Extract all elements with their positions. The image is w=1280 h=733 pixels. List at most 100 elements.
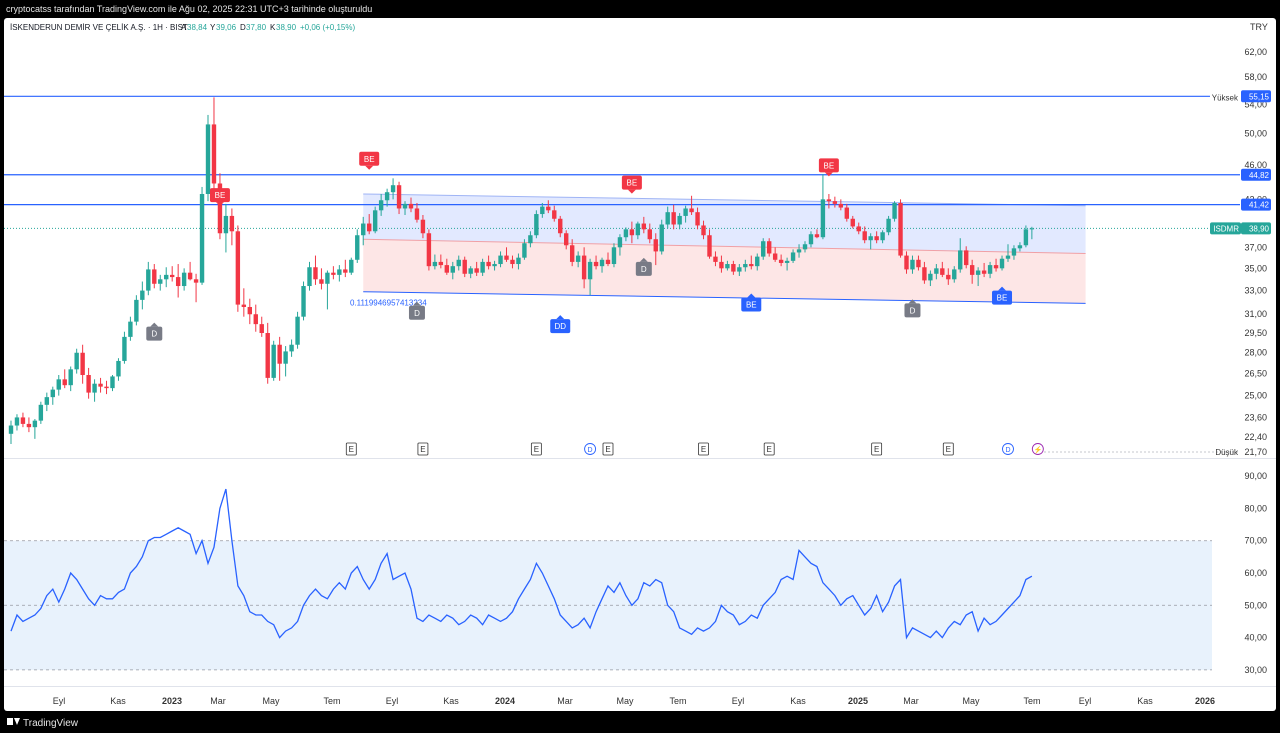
- time-tick-label: May: [262, 696, 280, 706]
- candle-body: [958, 250, 963, 270]
- price-tick-label: 50,00: [1244, 128, 1267, 138]
- candle-body: [349, 259, 354, 273]
- signal-label: BE: [364, 155, 375, 164]
- signal-pointer: [150, 322, 159, 327]
- candle-body: [975, 270, 981, 275]
- candle-body: [313, 267, 318, 280]
- candle-body: [952, 269, 957, 280]
- signal-label: BE: [746, 301, 757, 310]
- candle-body: [193, 279, 199, 283]
- candle-body: [904, 255, 909, 270]
- candle-body: [14, 417, 20, 426]
- candle-body: [468, 268, 473, 274]
- signal-badge: [146, 326, 163, 341]
- candle-body: [778, 259, 784, 263]
- candle-body: [928, 273, 933, 281]
- signal-label: D: [910, 306, 916, 315]
- symbol-name: İSKENDERUN DEMİR VE ÇELİK A.Ş. · 1H · BI…: [10, 23, 188, 32]
- level-price-label: 44,82: [1249, 171, 1270, 180]
- price-tick-label: 22,40: [1244, 432, 1267, 442]
- low-marker-tag: Düşük: [1215, 448, 1239, 457]
- candle-body: [26, 423, 32, 428]
- close-value: 38,90: [276, 23, 297, 32]
- earnings-marker: [871, 442, 883, 456]
- candle-body: [116, 360, 121, 377]
- low-label: D: [240, 23, 246, 32]
- candle-body: [390, 185, 396, 193]
- candle-body: [432, 261, 438, 267]
- tradingview-logo-icon: [7, 718, 20, 725]
- candle-body: [516, 257, 521, 265]
- candle-body: [999, 258, 1005, 269]
- time-tick-label: Kas: [443, 696, 459, 706]
- candle-body: [707, 235, 712, 257]
- rsi-pane[interactable]: 90,00 80,00 70,00 60,00 50,00 40,00 30,00: [4, 471, 1267, 675]
- candle-body: [128, 321, 133, 337]
- price-tick-label: 58,00: [1244, 72, 1267, 82]
- candle-body: [510, 259, 515, 265]
- candle-body: [235, 231, 241, 305]
- candle-body: [838, 203, 844, 208]
- time-tick-label: Kas: [110, 696, 126, 706]
- signal-label: BE: [997, 294, 1008, 303]
- signal-badge: [621, 175, 642, 190]
- candle-body: [546, 206, 551, 211]
- candle-body: [408, 203, 414, 209]
- candle-body: [217, 183, 223, 234]
- candle-body: [743, 264, 748, 268]
- candle-body: [134, 299, 139, 322]
- level-price-tag: [1241, 90, 1271, 103]
- candle-body: [38, 404, 44, 421]
- earnings-marker-label: E: [767, 445, 772, 454]
- candle-body: [701, 225, 706, 236]
- candle-body: [498, 255, 503, 265]
- candle-body: [832, 201, 838, 204]
- rsi-tick-label: 40,00: [1244, 633, 1267, 643]
- footer-brand: TradingView: [23, 718, 79, 729]
- candle-body: [629, 229, 635, 236]
- caption-text: cryptocatss tarafından TradingView.com i…: [6, 4, 372, 14]
- signal-pointer: [365, 165, 374, 170]
- price-pane[interactable]: 62,0058,0055,0054,0050,0046,0042,0039,00…: [4, 47, 1276, 459]
- candle-body: [647, 229, 652, 240]
- candle-body: [277, 344, 282, 364]
- earnings-marker-label: E: [946, 445, 951, 454]
- candle-body: [301, 286, 306, 317]
- candle-body: [444, 265, 450, 273]
- time-axis[interactable]: Eyl Kas 2023 Mar May Tem Eyl Kas 2024 Mar May Tem Ey…: [4, 686, 1276, 707]
- candle-body: [181, 272, 187, 287]
- candle-body: [749, 264, 754, 267]
- time-tick-label: Tem: [323, 696, 340, 706]
- candle-body: [575, 255, 581, 262]
- candle-body: [438, 261, 444, 266]
- candle-body: [426, 233, 432, 267]
- candle-body: [295, 316, 300, 345]
- candle-body: [1005, 255, 1011, 259]
- candle-body: [725, 264, 730, 269]
- level-price-label: 41,42: [1249, 201, 1270, 210]
- candle-body: [98, 383, 103, 387]
- rsi-tick-label: 60,00: [1244, 568, 1267, 578]
- candle-body: [56, 379, 61, 390]
- candle-body: [719, 261, 724, 269]
- candle-body: [104, 386, 109, 389]
- candle-body: [874, 236, 879, 241]
- candle-body: [68, 369, 73, 386]
- earnings-marker-label: E: [701, 445, 706, 454]
- candle-body: [522, 243, 527, 258]
- candle-body: [653, 239, 658, 252]
- time-tick-label: Kas: [1137, 696, 1153, 706]
- candle-body: [689, 208, 694, 213]
- candle-body: [325, 272, 330, 284]
- candle-body: [814, 234, 820, 238]
- earnings-marker: [530, 442, 542, 456]
- candle-body: [665, 212, 670, 225]
- close-label: K: [270, 23, 276, 32]
- price-tick-label: 35,00: [1244, 263, 1267, 273]
- candle-body: [737, 267, 742, 272]
- signal-pointer: [627, 189, 636, 194]
- signal-badge: [904, 303, 921, 318]
- time-tick-label: 2023: [162, 696, 182, 706]
- earnings-marker-label: E: [605, 445, 610, 454]
